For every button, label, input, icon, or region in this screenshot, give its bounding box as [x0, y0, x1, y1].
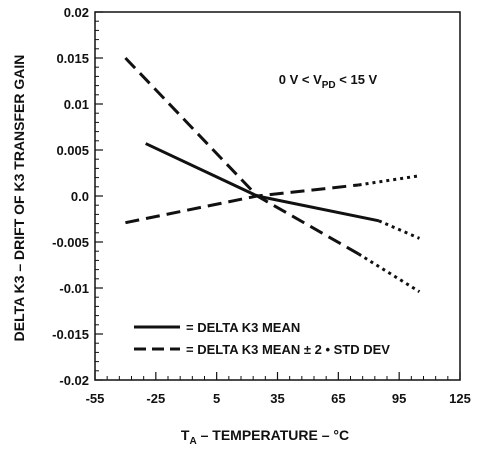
x-tick-label: 35	[270, 391, 284, 406]
legend-label-stddev: = DELTA K3 MEAN ± 2 • STD DEV	[186, 342, 390, 357]
y-tick-label: 0.01	[64, 97, 89, 112]
series-layer	[124, 56, 421, 293]
x-tick-label: -25	[146, 391, 165, 406]
y-tick-label: -0.01	[59, 281, 89, 296]
y-tick-label: -0.02	[59, 373, 89, 388]
chart-annotation: 0 V < VPD < 15 V	[279, 72, 378, 91]
series-line-1	[125, 183, 359, 225]
series-extrapolation-0	[378, 219, 421, 240]
series-line-0	[145, 142, 380, 223]
series-line-2	[124, 56, 360, 256]
x-tick-label: -55	[86, 391, 105, 406]
y-tick-label: 0.02	[64, 5, 89, 20]
x-axis-ticks: -55 -25 5 35 65 95 125	[86, 372, 471, 406]
series-extrapolation-1	[358, 174, 420, 187]
legend: = DELTA K3 MEAN = DELTA K3 MEAN ± 2 • ST…	[134, 320, 390, 357]
x-tick-label: 65	[331, 391, 345, 406]
legend-label-mean: = DELTA K3 MEAN	[186, 320, 300, 335]
y-axis-label: DELTA K3 – DRIFT OF K3 TRANSFER GAIN	[11, 55, 27, 342]
x-tick-label: 5	[213, 391, 220, 406]
y-tick-label: 0.005	[56, 143, 89, 158]
y-tick-label: -0.015	[52, 327, 89, 342]
y-tick-label: 0.015	[56, 51, 89, 66]
y-tick-label: -0.005	[52, 235, 89, 250]
y-axis-ticks: 0.02 0.015 0.01 0.005 0.0 -0.005 -0.01 -0.015 -0…	[52, 5, 103, 388]
x-axis-label: TA – TEMPERATURE – °C	[181, 427, 349, 447]
series-extrapolation-2	[357, 252, 421, 293]
y-tick-label: 0.0	[71, 189, 89, 204]
x-tick-label: 125	[449, 391, 471, 406]
x-tick-label: 95	[392, 391, 406, 406]
